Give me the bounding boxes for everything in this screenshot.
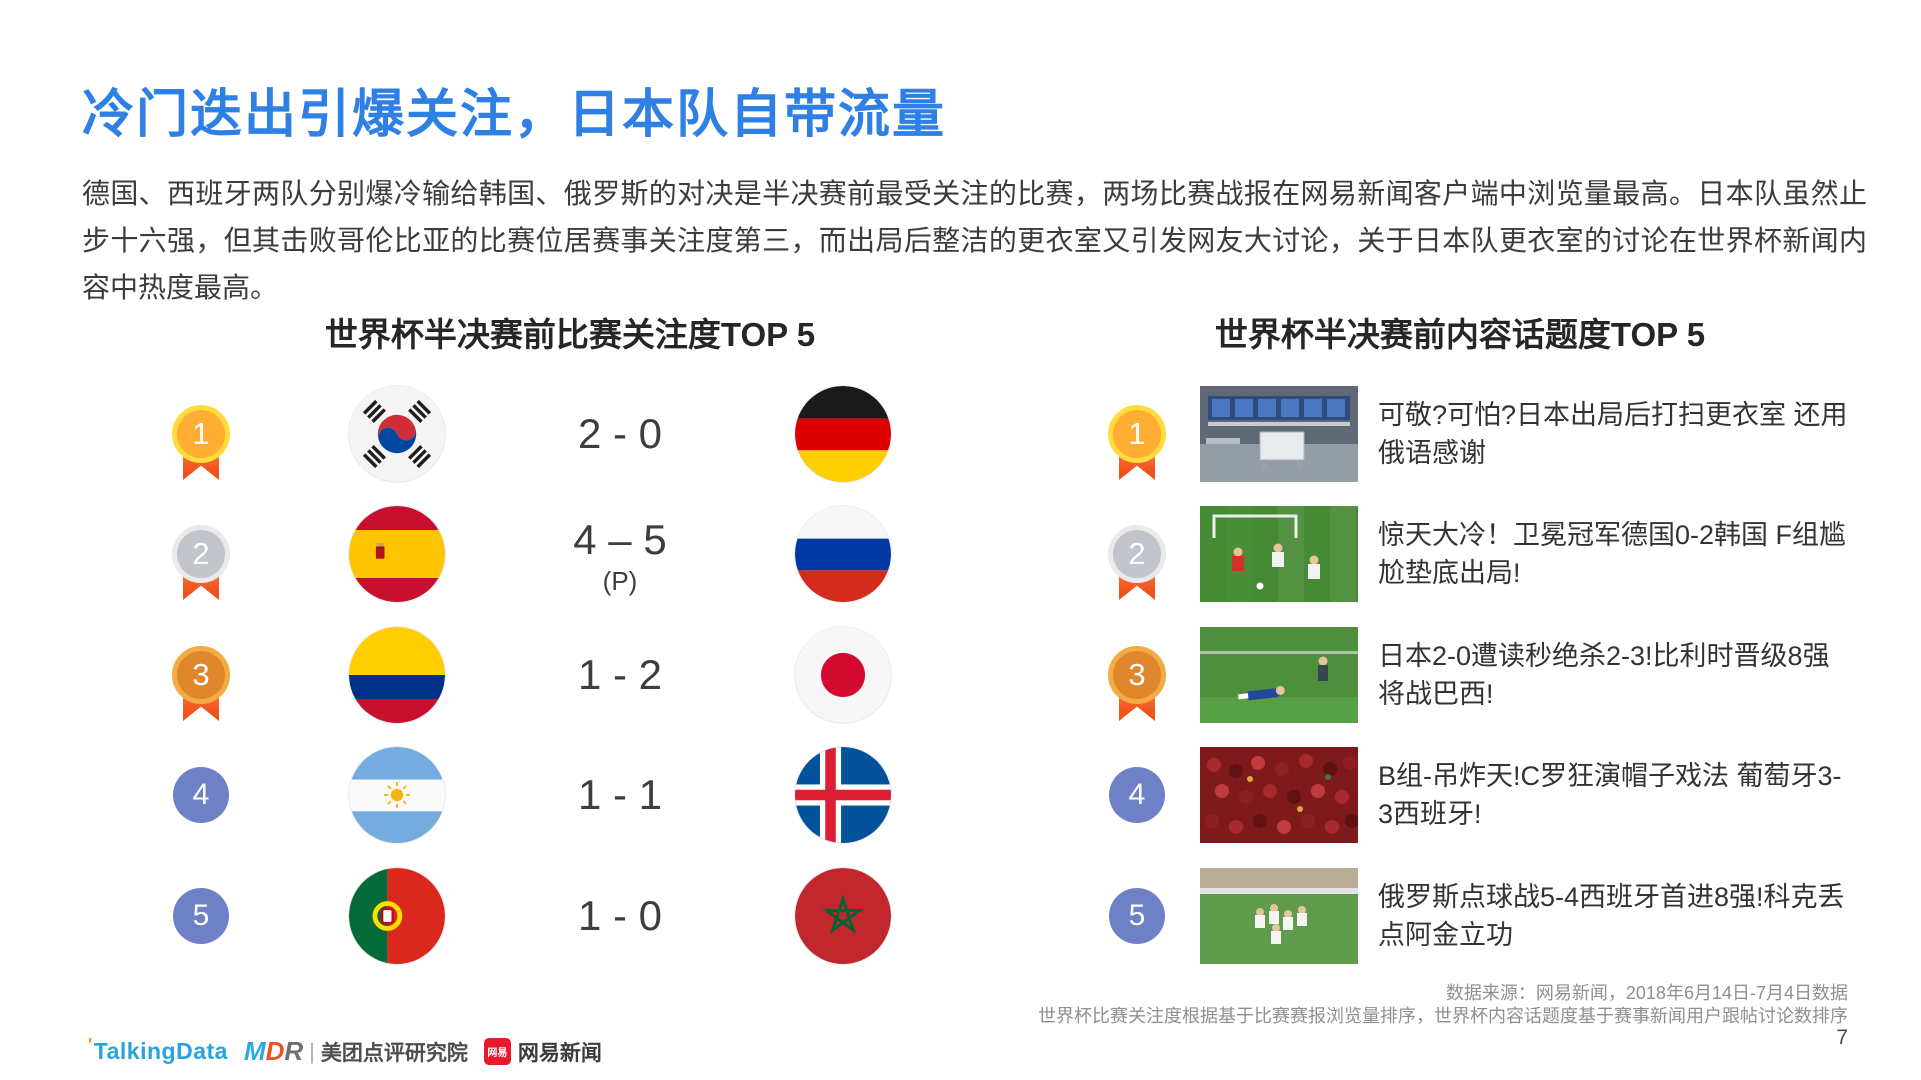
netease-news-logo: 网易 网易新闻 (483, 1037, 602, 1067)
rank-number: 3 (1108, 646, 1166, 704)
topic-title: 日本2-0遭读秒绝杀2-3!比利时晋级8强将战巴西! (1378, 641, 1830, 709)
rank-number: 2 (1108, 525, 1166, 583)
match-row-4: 4 1 - 1 (0, 745, 1921, 845)
gold-medal-icon: 1 (169, 384, 233, 484)
match-score: 1 - 2 (577, 651, 663, 698)
match-row-5: 5 1 - 0 (0, 866, 1921, 966)
gold-medal-icon: 1 (1105, 384, 1169, 484)
rank-circle: 5 (173, 888, 229, 944)
silver-medal-icon: 2 (1105, 504, 1169, 604)
rank-number: 1 (172, 405, 230, 463)
rank-circle: 5 (1109, 888, 1165, 944)
talkingdata-logo: ' TalkingData (88, 1035, 228, 1064)
topic-title: 俄罗斯点球战5-4西班牙首进8强!科克丢点阿金立功 (1378, 882, 1845, 950)
match-score: 1 - 1 (577, 771, 663, 818)
japan-locker-room-photo (1200, 386, 1358, 482)
rank-circle: 4 (1109, 767, 1165, 823)
topic-row-2: 2 惊天大冷！卫冕冠军德国0-2韩国 F组尴尬垫底出局! (0, 504, 1921, 604)
topic-row-3: 3 日本2-0遭读秒绝杀2-3!比利时晋级8强将战巴西! (0, 625, 1921, 725)
rank-number: 2 (172, 525, 230, 583)
topic-title: 惊天大冷！卫冕冠军德国0-2韩国 F组尴尬垫底出局! (1378, 520, 1847, 588)
match-row-3: 3 1 - 2 (0, 625, 1921, 725)
match-score: 4 – 5 (P) (535, 516, 705, 596)
netease-icon: 网易 (483, 1038, 511, 1065)
flag-iceland-icon (795, 747, 891, 843)
rank-circle: 4 (173, 767, 229, 823)
page-number: 7 (1836, 1026, 1848, 1049)
data-source-note: 数据来源：网易新闻，2018年6月14日-7月4日数据 世界杯比赛关注度根据基于… (1038, 982, 1848, 1028)
silver-medal-icon: 2 (169, 504, 233, 604)
rank-number: 3 (172, 646, 230, 704)
match-score: 2 - 0 (577, 410, 663, 457)
portugal-fans-photo (1200, 747, 1358, 843)
topic-title: B组-吊炸天!C罗狂演帽子戏法 葡萄牙3-3西班牙! (1378, 761, 1842, 829)
match-row-1: 1 2 - 0 (0, 384, 1921, 484)
penalty-note: (P) (602, 566, 638, 596)
talkingdata-tick-icon: ' (88, 1035, 93, 1055)
topic-row-1: 1 可敬?可怕?日本出局后打扫更衣室 还用俄语感谢 (0, 384, 1921, 484)
bronze-medal-icon: 3 (169, 625, 233, 725)
topic-row-5: 5 俄罗斯点球战5-4西班牙首进8强!科克丢点阿金立功 (0, 866, 1921, 966)
topic-row-4: 4 B组-吊炸天!C罗狂演帽子戏法 葡萄牙3-3西班牙! (0, 745, 1921, 845)
rank-number: 1 (1108, 405, 1166, 463)
flag-morocco-icon (795, 868, 891, 964)
intro-paragraph: 德国、西班牙两队分别爆冷输给韩国、俄罗斯的对决是半决赛前最受关注的比赛，两场比赛… (82, 178, 1867, 303)
right-panel-header: 世界杯半决赛前内容话题度TOP 5 (1214, 316, 1706, 353)
data-source-line1: 数据来源：网易新闻，2018年6月14日-7月4日数据 (1445, 983, 1848, 1003)
bronze-medal-icon: 3 (1105, 625, 1169, 725)
page-title: 冷门迭出引爆关注，日本队自带流量 (82, 86, 947, 144)
logo-divider: | (309, 1038, 315, 1064)
germany-korea-match-photo (1200, 506, 1358, 602)
topic-title: 可敬?可怕?日本出局后打扫更衣室 还用俄语感谢 (1378, 400, 1848, 468)
match-row-2: 2 4 – 5 (P) (0, 504, 1921, 604)
flag-japan-icon (795, 627, 891, 723)
japan-belgium-match-photo (1200, 627, 1358, 723)
russia-spain-match-photo (1200, 868, 1358, 964)
left-panel-header: 世界杯半决赛前比赛关注度TOP 5 (324, 316, 816, 353)
match-score: 1 - 0 (577, 892, 663, 939)
flag-south-korea-icon (349, 386, 445, 482)
data-source-line2: 世界杯比赛关注度根据基于比赛赛报浏览量排序，世界杯内容话题度基于赛事新闻用户跟帖… (1038, 1006, 1848, 1026)
